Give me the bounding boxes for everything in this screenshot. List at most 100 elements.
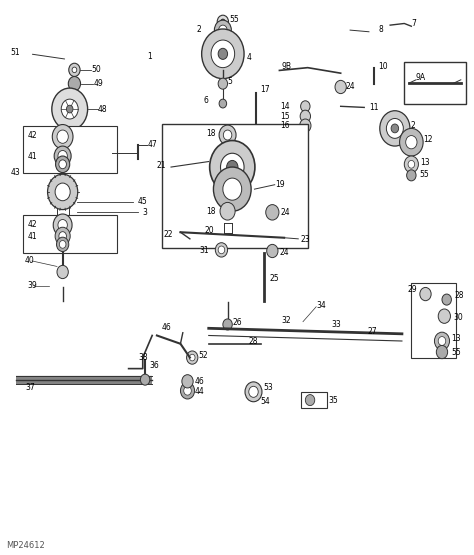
Circle shape bbox=[400, 128, 423, 156]
Text: 11: 11 bbox=[369, 103, 378, 112]
Circle shape bbox=[386, 118, 403, 138]
Text: 52: 52 bbox=[198, 351, 208, 360]
Text: 23: 23 bbox=[300, 235, 310, 244]
Text: 55: 55 bbox=[229, 15, 239, 24]
Circle shape bbox=[218, 48, 228, 59]
Text: 40: 40 bbox=[25, 256, 35, 265]
Text: 35: 35 bbox=[328, 396, 337, 405]
Circle shape bbox=[438, 336, 446, 345]
Circle shape bbox=[59, 231, 66, 240]
Text: 51: 51 bbox=[11, 48, 20, 57]
Circle shape bbox=[249, 386, 258, 397]
Text: 43: 43 bbox=[11, 168, 20, 177]
Circle shape bbox=[57, 265, 68, 279]
Circle shape bbox=[218, 246, 225, 254]
Text: 22: 22 bbox=[164, 230, 173, 239]
Circle shape bbox=[57, 130, 68, 143]
Bar bbox=[404, 62, 465, 104]
Text: 31: 31 bbox=[199, 246, 209, 255]
Circle shape bbox=[301, 101, 310, 112]
Text: 53: 53 bbox=[263, 384, 273, 392]
Circle shape bbox=[47, 174, 78, 210]
Text: 27: 27 bbox=[368, 326, 378, 336]
Text: 14: 14 bbox=[280, 102, 290, 111]
Text: 36: 36 bbox=[150, 361, 160, 370]
Circle shape bbox=[58, 220, 67, 230]
Text: 13: 13 bbox=[420, 158, 429, 167]
Circle shape bbox=[408, 160, 415, 168]
Text: 26: 26 bbox=[232, 318, 242, 327]
Circle shape bbox=[404, 156, 419, 173]
Text: 18: 18 bbox=[206, 206, 216, 216]
Text: 46: 46 bbox=[162, 322, 172, 332]
Text: 55: 55 bbox=[420, 170, 429, 179]
Circle shape bbox=[437, 345, 447, 359]
Text: 1: 1 bbox=[147, 52, 152, 61]
Text: 42: 42 bbox=[27, 220, 37, 229]
Circle shape bbox=[55, 183, 70, 201]
Text: 3: 3 bbox=[143, 208, 147, 217]
Circle shape bbox=[305, 395, 315, 406]
Circle shape bbox=[220, 153, 244, 181]
Text: 41: 41 bbox=[27, 152, 37, 160]
Circle shape bbox=[66, 105, 73, 113]
Circle shape bbox=[69, 63, 80, 77]
Text: 4: 4 bbox=[246, 53, 251, 62]
FancyArrow shape bbox=[246, 398, 262, 405]
Text: 24: 24 bbox=[280, 208, 290, 217]
Circle shape bbox=[213, 167, 251, 211]
Text: 33: 33 bbox=[331, 320, 341, 329]
Circle shape bbox=[214, 20, 231, 40]
Circle shape bbox=[190, 354, 195, 361]
Circle shape bbox=[55, 227, 70, 245]
Text: 16: 16 bbox=[280, 121, 290, 130]
Text: 18: 18 bbox=[206, 129, 216, 138]
Text: 19: 19 bbox=[276, 180, 285, 189]
Circle shape bbox=[140, 374, 150, 385]
Text: 44: 44 bbox=[195, 387, 204, 396]
Circle shape bbox=[61, 99, 78, 119]
Text: 21: 21 bbox=[157, 162, 166, 170]
Ellipse shape bbox=[57, 206, 69, 211]
Circle shape bbox=[59, 240, 66, 248]
Text: 13: 13 bbox=[451, 334, 461, 343]
Text: 24: 24 bbox=[346, 83, 355, 92]
Text: 41: 41 bbox=[27, 231, 37, 240]
Bar bbox=[411, 283, 456, 357]
Bar bbox=[162, 124, 308, 248]
Text: 46: 46 bbox=[195, 377, 204, 386]
Ellipse shape bbox=[50, 279, 76, 287]
Text: 49: 49 bbox=[93, 79, 103, 88]
Text: 48: 48 bbox=[98, 104, 108, 114]
Circle shape bbox=[181, 382, 195, 399]
Circle shape bbox=[223, 178, 242, 200]
Ellipse shape bbox=[370, 64, 377, 68]
Circle shape bbox=[223, 319, 232, 330]
Text: 32: 32 bbox=[282, 316, 292, 325]
Text: 2: 2 bbox=[197, 24, 201, 33]
Circle shape bbox=[182, 375, 193, 388]
Circle shape bbox=[391, 124, 399, 133]
Text: 12: 12 bbox=[423, 135, 433, 144]
Text: 28: 28 bbox=[455, 291, 464, 300]
Text: 24: 24 bbox=[279, 248, 289, 257]
Circle shape bbox=[219, 25, 227, 35]
Circle shape bbox=[300, 110, 310, 122]
Text: MP24612: MP24612 bbox=[6, 541, 45, 550]
Circle shape bbox=[220, 19, 225, 24]
Text: 45: 45 bbox=[138, 197, 148, 206]
Circle shape bbox=[218, 78, 228, 89]
Circle shape bbox=[72, 67, 77, 73]
Text: 39: 39 bbox=[27, 281, 37, 290]
Text: 7: 7 bbox=[411, 19, 416, 28]
Circle shape bbox=[201, 29, 244, 79]
Circle shape bbox=[53, 214, 72, 236]
Circle shape bbox=[435, 332, 449, 350]
Text: 54: 54 bbox=[261, 397, 270, 406]
Bar bbox=[301, 392, 327, 408]
Circle shape bbox=[52, 88, 88, 130]
Text: 47: 47 bbox=[147, 140, 157, 149]
Circle shape bbox=[219, 99, 227, 108]
Circle shape bbox=[380, 111, 410, 146]
Ellipse shape bbox=[252, 89, 259, 93]
